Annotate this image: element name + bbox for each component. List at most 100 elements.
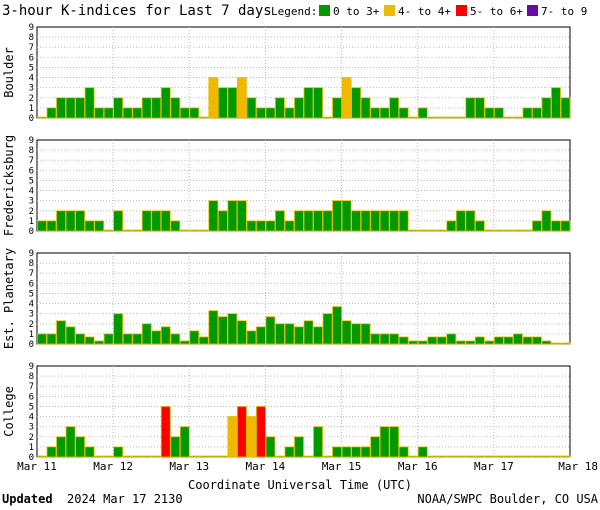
k-index-bar xyxy=(351,446,362,458)
k-index-bar xyxy=(179,340,190,345)
k-index-bar xyxy=(474,220,485,232)
k-index-bar xyxy=(446,220,457,232)
k-index-bar xyxy=(360,97,371,119)
k-index-bar xyxy=(313,87,323,119)
x-tick-label: Mar 11 xyxy=(17,460,57,473)
k-index-bar xyxy=(236,77,247,119)
k-index-bar xyxy=(532,220,542,232)
k-index-bar xyxy=(341,446,352,458)
k-index-bar xyxy=(446,333,457,345)
k-index-bar xyxy=(122,229,133,232)
k-index-bar xyxy=(84,87,95,119)
y-tick-label: 9 xyxy=(29,249,34,259)
k-index-bar xyxy=(198,116,209,119)
k-index-bar xyxy=(208,77,219,119)
y-tick-label: 8 xyxy=(29,33,34,43)
k-index-bar xyxy=(179,426,190,458)
y-tick-label: 7 xyxy=(29,269,34,279)
k-index-bar xyxy=(103,107,114,119)
k-index-bar xyxy=(322,116,333,119)
k-index-bar xyxy=(198,336,209,345)
k-index-bar xyxy=(465,455,476,458)
k-index-bar xyxy=(284,446,295,458)
k-index-bar xyxy=(275,97,285,119)
k-index-bar xyxy=(141,323,152,345)
k-index-bar xyxy=(322,210,333,232)
k-index-bar xyxy=(512,229,523,232)
k-index-bar xyxy=(208,310,219,345)
k-index-bar xyxy=(532,336,542,345)
k-index-bar xyxy=(503,455,514,458)
k-index-bar xyxy=(427,336,438,345)
y-tick-label: 8 xyxy=(29,146,34,156)
k-index-bar xyxy=(512,455,523,458)
k-index-bar xyxy=(265,316,276,345)
k-index-bar xyxy=(379,210,390,232)
k-index-bar xyxy=(351,87,362,119)
k-index-bar xyxy=(341,200,352,232)
y-tick-label: 6 xyxy=(29,53,34,63)
k-index-bar xyxy=(75,97,85,119)
k-index-bar xyxy=(294,97,304,119)
k-index-bar xyxy=(389,210,400,232)
k-index-bar xyxy=(65,210,76,232)
k-index-bar xyxy=(170,333,181,345)
k-index-bar xyxy=(236,200,247,232)
k-index-bar xyxy=(551,220,561,232)
k-index-bar xyxy=(132,107,143,119)
x-tick-label: Mar 13 xyxy=(169,460,209,473)
k-index-bar xyxy=(398,210,409,232)
k-index-bar xyxy=(46,333,57,345)
k-index-bar xyxy=(122,333,133,345)
k-index-bar xyxy=(512,116,523,119)
k-index-bar xyxy=(551,455,561,458)
k-index-bar xyxy=(227,313,238,345)
k-index-bar xyxy=(446,455,457,458)
k-index-bar xyxy=(236,406,247,458)
k-index-bar xyxy=(493,455,504,458)
y-tick-label: 3 xyxy=(29,197,34,207)
legend-item-label-2: 5- to 6+ xyxy=(470,5,523,18)
k-index-bar xyxy=(103,333,114,345)
k-index-bar xyxy=(275,210,285,232)
updated-timestamp: 2024 Mar 17 2130 xyxy=(67,492,183,506)
k-index-bar xyxy=(56,97,66,119)
k-index-bar xyxy=(332,97,342,119)
k-index-bar xyxy=(560,455,571,458)
k-index-bar xyxy=(560,342,571,345)
k-index-bar xyxy=(208,455,219,458)
k-index-bar xyxy=(455,210,466,232)
k-index-bar xyxy=(398,336,409,345)
k-index-bar xyxy=(246,330,257,345)
k-index-bar xyxy=(151,210,162,232)
k-index-bar xyxy=(551,342,561,345)
y-tick-label: 6 xyxy=(29,166,34,176)
k-index-bar xyxy=(65,326,76,345)
y-tick-label: 7 xyxy=(29,43,34,53)
updated-label: Updated xyxy=(2,492,53,506)
k-index-bar xyxy=(360,446,371,458)
k-index-bar xyxy=(141,97,152,119)
legend-item-label-0: 0 to 3+ xyxy=(333,5,380,18)
k-index-bar xyxy=(113,210,124,232)
k-index-bar xyxy=(160,406,171,458)
y-tick-label: 3 xyxy=(29,310,34,320)
k-index-bar xyxy=(141,210,152,232)
y-tick-label: 4 xyxy=(29,74,34,84)
x-tick-label: Mar 17 xyxy=(474,460,514,473)
k-index-bar xyxy=(465,210,476,232)
k-index-bar xyxy=(370,333,381,345)
k-index-bar xyxy=(503,336,514,345)
y-tick-label: 7 xyxy=(29,156,34,166)
y-tick-label: 5 xyxy=(29,402,34,412)
k-index-bar xyxy=(294,436,304,458)
k-index-bar xyxy=(360,323,371,345)
k-index-bar xyxy=(132,455,143,458)
k-index-bar xyxy=(532,107,542,119)
k-index-bar xyxy=(484,455,495,458)
k-index-bar xyxy=(474,336,485,345)
k-index-bar xyxy=(37,455,47,458)
k-index-bar xyxy=(522,229,533,232)
k-index-bar xyxy=(46,220,57,232)
